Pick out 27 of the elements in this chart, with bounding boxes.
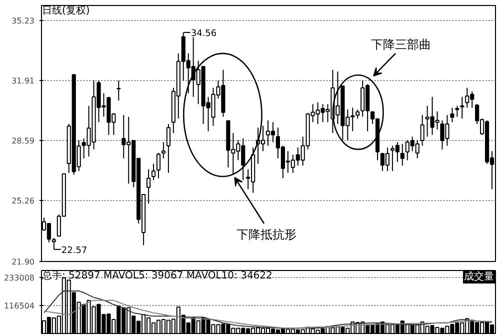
line-series <box>43 300 493 329</box>
candlestick <box>356 109 360 120</box>
y-tick-label: 28.59 <box>12 136 35 146</box>
candlestick <box>166 124 170 174</box>
candlestick <box>450 107 454 123</box>
candlestick <box>156 152 161 179</box>
annotation: 34.56 <box>190 28 217 39</box>
candlestick <box>455 105 460 118</box>
candlestick <box>420 114 424 146</box>
annotation: 成交量 <box>464 270 494 282</box>
y-tick-label: 21.90 <box>12 258 35 266</box>
candlestick <box>161 142 166 159</box>
chart-title: 日线(复权) <box>42 4 90 16</box>
y-tick-label: 25.26 <box>12 196 35 206</box>
y-tick-label: 116504 <box>4 301 35 310</box>
candlestick <box>116 80 121 101</box>
candlestick <box>151 163 156 181</box>
annotation: 下降抵抗形 <box>236 227 297 242</box>
annotation: 下降三部曲 <box>370 37 431 52</box>
y-tick-label: 35.23 <box>12 16 35 26</box>
line-series <box>43 290 493 329</box>
y-tick-label: 233008 <box>4 273 35 282</box>
annotation: 22.57 <box>61 246 88 256</box>
candlestick <box>460 96 464 120</box>
candlestick <box>400 143 404 166</box>
y-tick-label: 31.91 <box>12 76 35 86</box>
candlestick <box>146 168 151 204</box>
